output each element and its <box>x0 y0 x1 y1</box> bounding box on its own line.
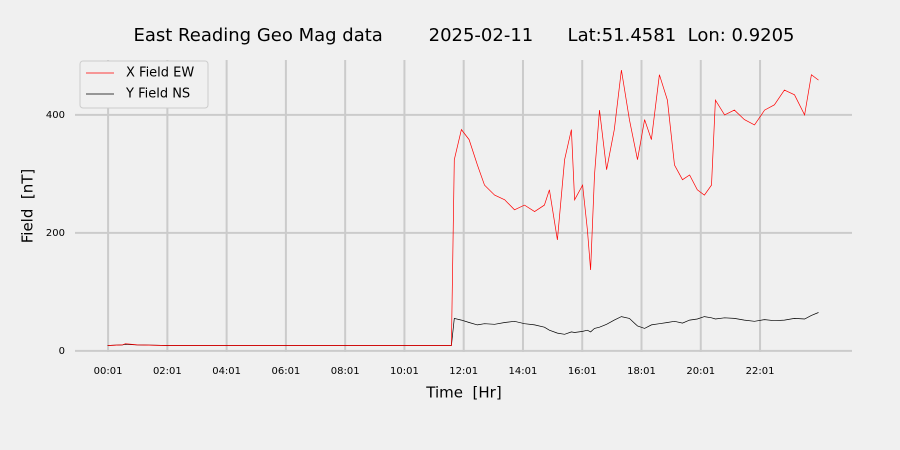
x-tick-label: 16:01 <box>568 366 597 377</box>
x-axis-label: Time [Hr] <box>425 384 501 402</box>
x-tick-label: 14:01 <box>509 366 538 377</box>
x-tick-label: 12:01 <box>449 366 478 377</box>
x-tick-label: 10:01 <box>390 366 419 377</box>
x-tick-label: 22:01 <box>746 366 775 377</box>
y-tick-label: 400 <box>46 110 65 121</box>
x-tick-label: 04:01 <box>212 366 241 377</box>
chart-title: East Reading Geo Mag data 2025-02-11 Lat… <box>133 25 794 46</box>
legend-label: X Field EW <box>126 66 194 81</box>
x-tick-label: 20:01 <box>686 366 715 377</box>
legend-label: Y Field NS <box>125 87 190 102</box>
y-tick-label: 200 <box>46 228 65 239</box>
x-tick-label: 08:01 <box>331 366 360 377</box>
x-tick-label: 00:01 <box>94 366 123 377</box>
x-tick-label: 06:01 <box>271 366 300 377</box>
x-tick-label: 18:01 <box>627 366 656 377</box>
y-tick-label: 0 <box>59 346 65 357</box>
grid <box>75 60 852 352</box>
line <box>107 69 819 346</box>
y-axis-label: Field [nT] <box>19 169 37 244</box>
x-tick-label: 02:01 <box>153 366 182 377</box>
